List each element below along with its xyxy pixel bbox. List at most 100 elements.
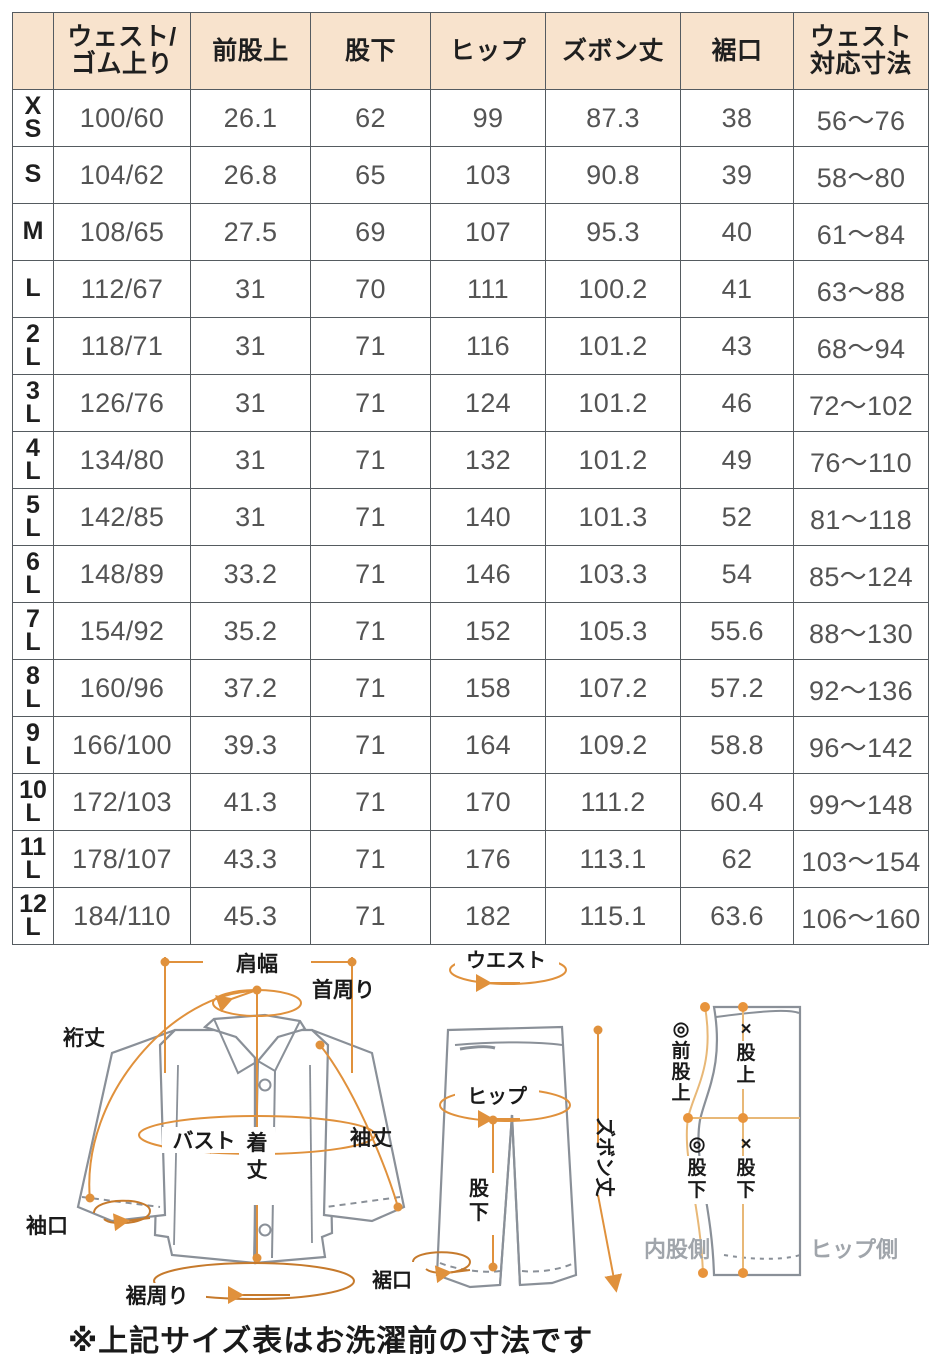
label-pants-inseam-char2: 下: [469, 1202, 489, 1224]
column-header-waist-rubber-line1: ウェスト/: [67, 22, 177, 51]
cell-waist-fit: 88〜130: [793, 602, 929, 660]
cell-inseam: 71: [310, 887, 431, 945]
label-inner-side: 内股側: [644, 1237, 710, 1262]
cell-front-rise: 45.3: [190, 887, 311, 945]
cell-hem-opening: 63.6: [680, 887, 794, 945]
size-label-bottom: L: [25, 856, 41, 884]
bust-label-bg: [162, 1127, 252, 1153]
cell-inseam: 70: [310, 260, 431, 318]
cell-front-rise: 26.1: [190, 89, 311, 147]
pants-hip-label-bg: [455, 1083, 539, 1109]
size-label-cell: S: [12, 146, 54, 204]
pants-crotch-right: [510, 1114, 522, 1286]
cell-front-rise: 27.5: [190, 203, 311, 261]
size-table-body: X S 100/60 26.1 62 99 87.3 38 56〜76 S 104/62 26.8 65…: [12, 89, 929, 945]
cell-waist-rubber: 118/71: [53, 317, 191, 375]
cell-pants-length: 101.2: [545, 317, 681, 375]
cell-waist-rubber: 154/92: [53, 602, 191, 660]
cell-hip: 170: [430, 773, 546, 831]
sleeve-length-top-dot: [315, 1040, 325, 1050]
body-length-label-bg: [239, 1127, 275, 1205]
cell-inseam: 65: [310, 146, 431, 204]
cell-hip: 176: [430, 830, 546, 888]
sleeve-full-arc: [88, 990, 258, 1201]
shirt-button-4: [258, 1223, 272, 1237]
cell-waist-fit: 96〜142: [793, 716, 929, 774]
size-label-top: 5: [26, 490, 40, 519]
table-row: 12 L 184/110 45.3 71 182 115.1 63.6 106〜160: [12, 887, 929, 945]
cell-pants-length: 101.2: [545, 374, 681, 432]
shoulder-width-label-bg: [203, 949, 311, 976]
column-header-inseam: 股下: [310, 12, 431, 90]
cell-waist-rubber: 112/67: [53, 260, 191, 318]
cell-front-rise: 31: [190, 488, 311, 546]
pants-right-hem-seam: [521, 1262, 575, 1273]
sleeve-length-bottom-dot: [393, 1202, 403, 1212]
column-header-size: [12, 12, 54, 90]
cell-waist-fit: 68〜94: [793, 317, 929, 375]
cell-inseam: 71: [310, 716, 431, 774]
column-header-pants-length: ズボン丈: [545, 12, 681, 90]
rise-inseam-ok-label-bg: [684, 1156, 712, 1204]
pants-length-top-dot: [593, 1025, 603, 1035]
hem-label-bg: [106, 1283, 206, 1309]
cell-hip: 146: [430, 545, 546, 603]
size-label-top: 10: [19, 775, 47, 804]
label-body-length-char1: 着: [246, 1131, 268, 1155]
cell-waist-fit: 76〜110: [793, 431, 929, 489]
size-label-cell: 12 L: [12, 887, 54, 945]
cell-waist-fit: 106〜160: [793, 887, 929, 945]
cell-front-rise: 39.3: [190, 716, 311, 774]
cell-waist-fit: 103〜154: [793, 830, 929, 888]
cell-pants-length: 115.1: [545, 887, 681, 945]
cell-front-rise: 31: [190, 260, 311, 318]
cell-hem-opening: 41: [680, 260, 794, 318]
size-label-cell: M: [12, 203, 54, 261]
label-inseam-ok-c2: 下: [687, 1180, 706, 1201]
size-label-bottom: L: [25, 457, 41, 485]
label-sleeve-length: 袖丈: [350, 1126, 392, 1150]
label-pants-length: ズボン丈: [593, 1117, 617, 1197]
cell-hip: 111: [430, 260, 546, 318]
cell-inseam: 71: [310, 431, 431, 489]
cell-waist-fit: 61〜84: [793, 203, 929, 261]
rise-inner-bottom-dot: [698, 1268, 708, 1278]
column-header-front-rise: 前股上: [190, 12, 311, 90]
size-label-bottom: L: [25, 685, 41, 713]
size-label-top: 2: [26, 319, 40, 348]
column-header-waist-fit: ウェスト 対応寸法: [793, 12, 929, 90]
cell-hip: 132: [430, 431, 546, 489]
label-bust: バスト: [173, 1130, 236, 1153]
cell-inseam: 71: [310, 545, 431, 603]
cell-inseam: 62: [310, 89, 431, 147]
pants-crotch-left: [498, 1114, 514, 1286]
rise-diagram: ◎ 前 股 上 前股上 × 股 上 股上 ◎ 股 下 股下 × 股 下 股下 内…: [644, 1002, 898, 1278]
cell-waist-fit: 92〜136: [793, 659, 929, 717]
shirt-diagram: 肩幅 首周り 裄丈 バスト 袖丈 着 丈: [26, 949, 406, 1309]
size-label-bottom: L: [25, 628, 41, 656]
column-header-hem-opening: 裾口: [680, 12, 794, 90]
size-label-cell: 10 L: [12, 773, 54, 831]
rise-waistband: [715, 1009, 800, 1018]
cell-inseam: 71: [310, 488, 431, 546]
cell-hem-opening: 57.2: [680, 659, 794, 717]
size-label-top: 6: [26, 547, 40, 576]
rise-center-crotch-dot: [738, 1113, 748, 1123]
cell-waist-fit: 72〜102: [793, 374, 929, 432]
header-row: ウェスト/ ゴム上り 前股上 股下 ヒップ ズボン丈 裾口 ウェスト 対応寸法: [12, 12, 929, 90]
cell-waist-rubber: 134/80: [53, 431, 191, 489]
cell-pants-length: 103.3: [545, 545, 681, 603]
cell-pants-length: 87.3: [545, 89, 681, 147]
sleeve-full-end-dot: [85, 1193, 95, 1203]
cell-waist-fit: 63〜88: [793, 260, 929, 318]
shirt-left-cuff-seam: [81, 1196, 161, 1208]
measurement-diagrams: 肩幅 首周り 裄丈 バスト 袖丈 着 丈: [0, 945, 940, 1315]
cell-waist-rubber: 178/107: [53, 830, 191, 888]
cell-pants-length: 100.2: [545, 260, 681, 318]
pants-left-hem-seam: [439, 1262, 501, 1273]
size-label-bottom: L: [25, 514, 41, 542]
